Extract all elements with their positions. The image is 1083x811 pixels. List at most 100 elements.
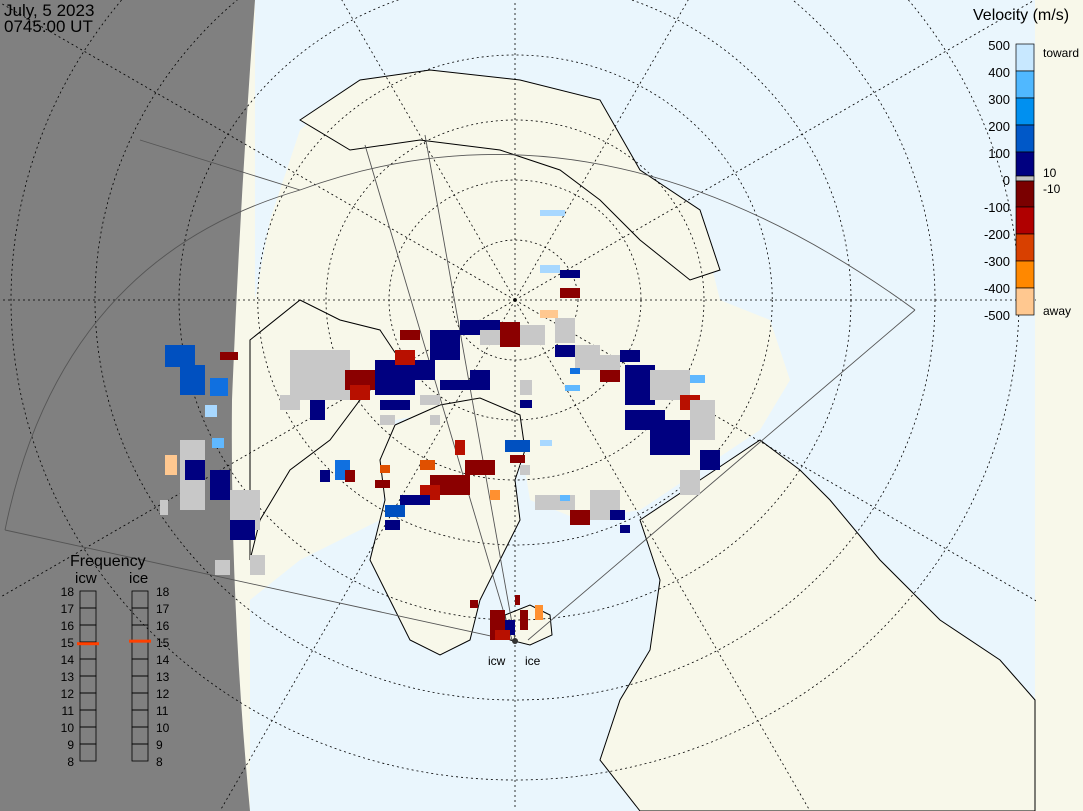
frequency-tick: 15	[61, 636, 75, 650]
scatter-cell	[620, 525, 630, 533]
scatter-cell	[520, 380, 532, 395]
scatter-cell	[565, 385, 580, 391]
frequency-gauge-cell	[79, 590, 97, 609]
scatter-cell	[690, 375, 705, 383]
night-terminator	[0, 0, 255, 811]
frequency-gauge-cell	[131, 590, 149, 609]
colorbar-segment	[1015, 124, 1035, 153]
colorbar-segment	[1015, 260, 1035, 289]
scatter-cell	[320, 470, 330, 482]
colorbar-tick: -200	[984, 227, 1010, 242]
scatter-cell	[400, 495, 430, 505]
colorbar-segment	[1015, 70, 1035, 99]
fov-wide	[4, 153, 916, 641]
frequency-marker	[129, 639, 151, 643]
scatter-cell	[212, 438, 224, 448]
frequency-gauge-cell	[131, 641, 149, 660]
frequency-tick: 16	[61, 619, 75, 633]
frequency-tick: 8	[67, 755, 74, 769]
europe-land	[599, 439, 1036, 811]
frequency-gauge-cell	[79, 624, 97, 643]
scatter-cell	[165, 455, 177, 475]
frequency-gauge-cell	[131, 607, 149, 626]
scatter-cell	[490, 490, 500, 500]
scatter-cell	[680, 470, 700, 495]
scatter-cell	[555, 318, 575, 343]
scatter-cell	[230, 520, 255, 540]
scatter-cell	[380, 400, 410, 410]
scatter-cell	[480, 330, 505, 345]
radar-label-icw: icw	[488, 654, 506, 668]
frequency-tick: 17	[156, 602, 170, 616]
scatter-cell	[385, 520, 400, 530]
frequency-gauge-cell	[131, 624, 149, 643]
colorbar-tick: 500	[988, 38, 1010, 53]
colorbar-segment	[1015, 180, 1035, 208]
frequency-gauge-cell	[79, 658, 97, 677]
scatter-cell	[180, 365, 205, 395]
colorbar-title: Velocity (m/s)	[973, 7, 1069, 24]
scatter-cell	[560, 288, 580, 298]
frequency-tick: 9	[156, 738, 163, 752]
scatter-cell	[420, 395, 440, 405]
colorbar-segment	[1015, 206, 1035, 235]
colorbar-tick: -400	[984, 281, 1010, 296]
scatter-cell	[570, 510, 590, 525]
latitude-circle	[325, 119, 705, 481]
frequency-gauge-cell	[79, 709, 97, 728]
scatter-cell	[345, 470, 355, 482]
scatter-cell	[560, 495, 570, 501]
frequency-gauge-cell	[131, 709, 149, 728]
radar-fields-of-view	[4, 134, 916, 641]
scatter-cell	[520, 400, 532, 408]
colorbar-away-label: away	[1043, 304, 1071, 318]
colorbar-tick: 400	[988, 65, 1010, 80]
scatter-cell	[540, 440, 552, 446]
frequency-tick: 12	[156, 687, 170, 701]
scatter-cell	[470, 370, 490, 390]
latitude-circle	[257, 54, 773, 546]
colorbar-tick: 100	[988, 146, 1010, 161]
frequency-tick: 10	[61, 721, 75, 735]
scatter-cell	[560, 270, 580, 278]
scatter-cell	[420, 460, 435, 470]
frequency-gauge-cell	[131, 743, 149, 762]
colorbar-segment	[1015, 175, 1035, 182]
scatter-cell	[520, 325, 545, 345]
scatter-cell	[520, 610, 528, 630]
scatter-cell	[220, 352, 238, 360]
radar-label-ice: ice	[525, 654, 541, 668]
scatter-cell	[415, 360, 435, 380]
frequency-gauge-cell	[79, 692, 97, 711]
frequency-gauge-cell	[79, 743, 97, 762]
frequency-gauge-cell	[131, 675, 149, 694]
frequency-tick: 12	[61, 687, 75, 701]
scatter-cell	[505, 440, 530, 452]
frequency-tick: 13	[156, 670, 170, 684]
scatter-cell	[430, 330, 460, 360]
colorbar-toward-label: toward	[1043, 46, 1079, 60]
time-label: 0745:00 UT	[4, 17, 93, 36]
colorbar-segment	[1015, 233, 1035, 262]
scatter-cell	[290, 350, 350, 400]
scatter-cell	[185, 460, 205, 480]
scatter-cell	[395, 350, 415, 365]
scatter-cell	[165, 345, 195, 367]
colorbar-tick: -500	[984, 308, 1010, 323]
scatter-cell	[620, 350, 640, 362]
scatter-cell	[535, 605, 543, 620]
legend-background	[1036, 0, 1083, 811]
colorbar-segment	[1015, 287, 1035, 316]
scatter-cell	[160, 500, 168, 515]
frequency-gauge-cell	[79, 675, 97, 694]
frequency-tick: 8	[156, 755, 163, 769]
scatter-cell	[690, 400, 715, 440]
colorbar-neg-threshold: -10	[1043, 182, 1061, 196]
scatter-cell	[465, 460, 495, 475]
scatter-cell	[385, 505, 405, 517]
colorbar-tick: -300	[984, 254, 1010, 269]
scatter-cell	[380, 465, 390, 473]
scatter-cell	[540, 265, 560, 273]
